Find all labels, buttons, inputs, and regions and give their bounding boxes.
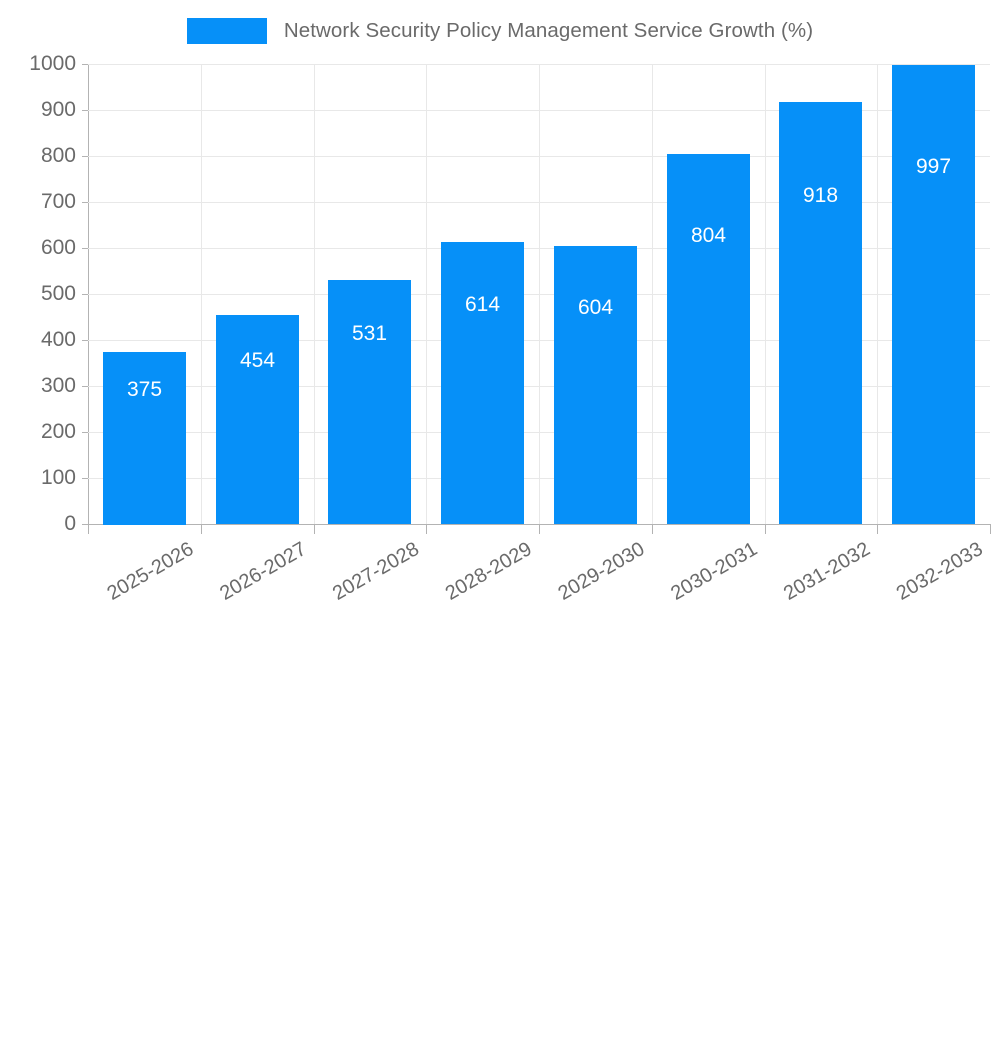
bar-value-label: 918 (802, 184, 839, 207)
y-tick-label: 700 (40, 190, 76, 213)
legend-swatch-icon (186, 18, 267, 44)
y-tick-label: 500 (40, 282, 76, 305)
bar[interactable]: 454 (216, 315, 299, 524)
y-tick-mark (82, 156, 88, 157)
bar[interactable]: 531 (328, 280, 411, 524)
grid-vline (426, 64, 427, 524)
grid-vline (201, 64, 202, 524)
x-tick-mark (426, 524, 427, 534)
bar[interactable]: 804 (667, 154, 750, 524)
x-tick-label: 2032-2033 (892, 538, 987, 605)
bar-value-label: 454 (239, 349, 276, 372)
y-tick-mark (82, 202, 88, 203)
y-tick-mark (82, 248, 88, 249)
x-tick-mark (539, 524, 540, 534)
y-tick-label: 900 (40, 98, 76, 121)
y-tick-mark (82, 432, 88, 433)
grid-vline (652, 64, 653, 524)
bar-value-label: 604 (577, 296, 614, 319)
y-tick-label: 200 (40, 420, 76, 443)
y-tick-mark (82, 478, 88, 479)
bar-value-label: 997 (915, 155, 952, 178)
bar[interactable]: 918 (779, 102, 862, 524)
x-tick-mark (765, 524, 766, 534)
bar-value-label: 531 (351, 322, 388, 345)
y-tick-label: 0 (64, 512, 76, 535)
chart-legend: Network Security Policy Management Servi… (0, 14, 1000, 48)
grid-vline (765, 64, 766, 524)
x-tick-label: 2031-2032 (780, 538, 874, 605)
grid-vline (877, 64, 878, 524)
y-tick-label: 300 (40, 374, 76, 397)
y-tick-mark (82, 64, 88, 65)
y-tick-mark (82, 110, 88, 111)
x-tick-mark (314, 524, 315, 534)
legend-label: Network Security Policy Management Servi… (283, 19, 814, 42)
bar[interactable]: 997 (892, 65, 975, 524)
grid-vline (314, 64, 315, 524)
bar-value-label: 804 (690, 224, 727, 247)
y-tick-mark (82, 294, 88, 295)
y-tick-label: 100 (40, 466, 76, 489)
grid-vline (539, 64, 540, 524)
y-tick-label: 400 (40, 328, 76, 351)
x-tick-mark (877, 524, 878, 534)
bar-chart: Network Security Policy Management Servi… (0, 14, 1000, 605)
bar[interactable]: 604 (554, 246, 637, 524)
bar[interactable]: 614 (441, 242, 524, 524)
y-tick-label: 1000 (29, 52, 76, 75)
x-tick-mark (201, 524, 202, 534)
x-tick-mark (652, 524, 653, 534)
y-tick-mark (82, 340, 88, 341)
bar-value-label: 614 (464, 293, 501, 316)
y-tick-label: 600 (40, 236, 76, 259)
y-tick-mark (82, 386, 88, 387)
x-tick-mark (88, 524, 89, 534)
bar-value-label: 375 (126, 378, 163, 401)
y-tick-mark (82, 524, 88, 525)
x-tick-mark (990, 524, 991, 534)
y-tick-label: 800 (40, 144, 76, 167)
bar[interactable]: 375 (103, 352, 186, 525)
